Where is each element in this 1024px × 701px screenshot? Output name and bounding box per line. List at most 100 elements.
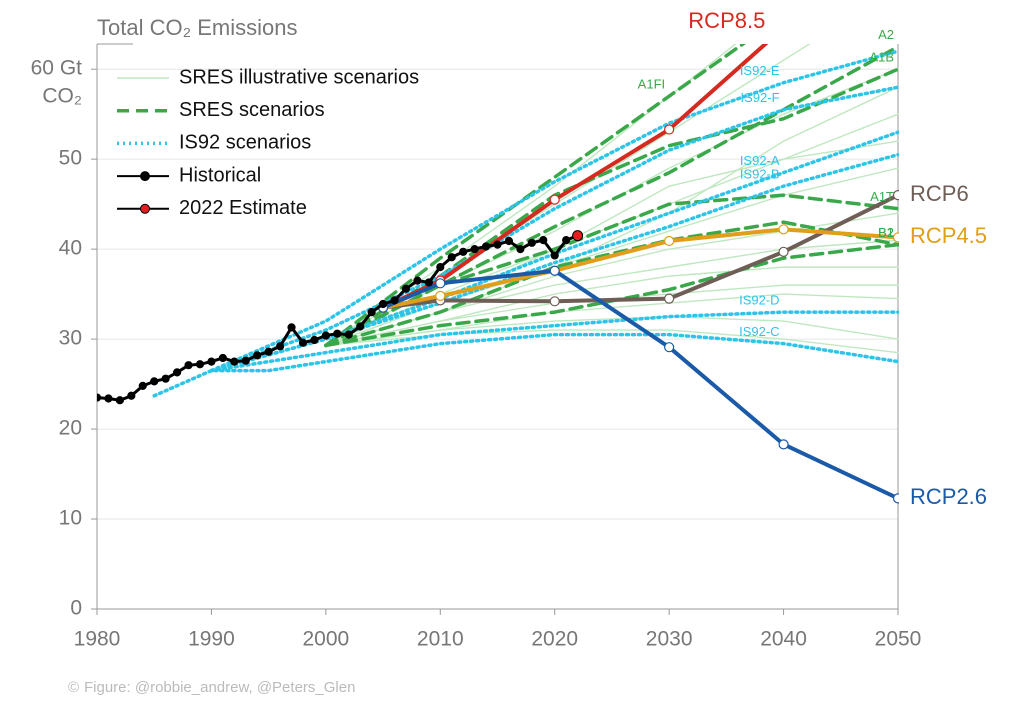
rcp-marker <box>549 194 560 205</box>
data-point <box>138 381 147 390</box>
rcp-marker <box>664 124 675 135</box>
scenario-label: B2 <box>878 225 894 240</box>
rcp-marker <box>892 493 899 504</box>
footer-icon: © <box>68 679 79 696</box>
data-point <box>390 296 399 305</box>
rcp-marker <box>664 235 675 247</box>
rcp-marker <box>778 224 789 235</box>
legend-marker <box>140 203 150 214</box>
x-tick-label: 2000 <box>302 628 349 651</box>
y-axis-label: CO₂ <box>42 85 82 108</box>
y-tick-label: 10 <box>59 507 82 530</box>
x-tick-label: 1980 <box>74 628 121 651</box>
data-point <box>184 361 193 370</box>
data-point <box>195 360 205 369</box>
data-point <box>207 357 216 366</box>
legend-label: SRES illustrative scenarios <box>179 66 419 88</box>
data-point <box>264 347 273 356</box>
scenario-line <box>209 49 899 373</box>
data-point <box>367 308 376 317</box>
rcp-label: RCP4.5 <box>910 223 987 248</box>
data-point <box>321 331 330 340</box>
legend-marker <box>140 171 150 182</box>
scenario-label: IS92-C <box>739 324 779 339</box>
data-point <box>504 236 514 246</box>
scenario-label: IS92-F <box>741 90 780 105</box>
data-point <box>493 240 502 249</box>
rcp-marker <box>664 342 675 353</box>
data-point <box>298 338 308 347</box>
scenario-label: B1 <box>878 225 894 240</box>
x-tick-label: 1990 <box>188 628 235 651</box>
legend-label: SRES scenarios <box>179 99 325 121</box>
data-point <box>218 353 227 363</box>
legend-label: 2022 Estimate <box>179 197 307 219</box>
legend-label: Historical <box>179 164 261 186</box>
scenario-label: IS92-A <box>740 153 780 168</box>
data-point <box>97 393 102 402</box>
scenario-line <box>209 85 899 373</box>
grid <box>91 43 899 615</box>
rcp-marker <box>664 293 675 304</box>
data-point <box>516 245 525 254</box>
x-tick-label: 2020 <box>531 628 578 651</box>
rcp-marker <box>778 246 789 257</box>
data-point <box>378 299 388 309</box>
scenario-line <box>324 220 899 348</box>
rcp-label: RCP8.5 <box>688 8 765 33</box>
data-point <box>161 374 170 383</box>
y-tick-label: 30 <box>59 327 82 350</box>
y-tick-label: 50 <box>59 147 82 170</box>
data-point <box>539 236 548 245</box>
footer: Figure: @robbie_andrew, @Peters_Glen <box>84 679 355 696</box>
scenario-line <box>324 193 899 348</box>
data-point <box>356 322 365 331</box>
rcp-label: RCP6 <box>910 181 969 206</box>
rcp-line <box>382 227 899 310</box>
rcp-marker <box>779 23 788 32</box>
rcp-marker <box>549 265 560 276</box>
scenario-label: A1FI <box>638 77 665 92</box>
scenario-label: IS92-D <box>739 293 779 308</box>
scenario-label: A1T <box>870 189 894 204</box>
data-point <box>572 230 584 242</box>
data-point <box>481 242 491 251</box>
rcp-line <box>382 268 899 501</box>
data-point <box>310 335 319 345</box>
data-point <box>401 284 411 293</box>
rcp-label: RCP2.6 <box>910 484 987 509</box>
data-point <box>127 391 136 400</box>
data-point <box>287 323 296 332</box>
scenario-line <box>324 67 899 348</box>
data-point <box>550 251 559 260</box>
scenario-label: A1B <box>869 50 894 65</box>
scenario-line <box>325 315 899 347</box>
rcp-marker <box>892 190 899 201</box>
data-point <box>470 245 479 254</box>
y-tick-label: 20 <box>59 417 82 440</box>
rcp-marker <box>892 232 899 243</box>
scenario-label: A2 <box>878 27 894 42</box>
y-tick-label: 40 <box>59 237 82 260</box>
rcp-marker <box>549 296 560 307</box>
data-point <box>447 253 456 262</box>
data-point <box>150 377 159 386</box>
scenario-label: IS92-E <box>740 63 780 78</box>
rcp-marker <box>435 290 446 302</box>
scenario-line <box>152 332 899 398</box>
rcp-marker <box>435 278 446 289</box>
scenario-line <box>209 310 899 373</box>
data-point <box>527 238 536 247</box>
data-point <box>436 263 445 272</box>
plot-area <box>97 23 899 504</box>
legend-label: IS92 scenarios <box>179 132 311 154</box>
rcp-marker <box>778 439 789 450</box>
data-point <box>104 394 113 403</box>
data-point <box>344 330 353 339</box>
data-point <box>413 276 422 285</box>
rcp-line <box>382 193 899 310</box>
chart-title: Total CO₂ Emissions <box>97 15 297 40</box>
data-point <box>459 247 468 256</box>
data-point <box>333 329 342 338</box>
